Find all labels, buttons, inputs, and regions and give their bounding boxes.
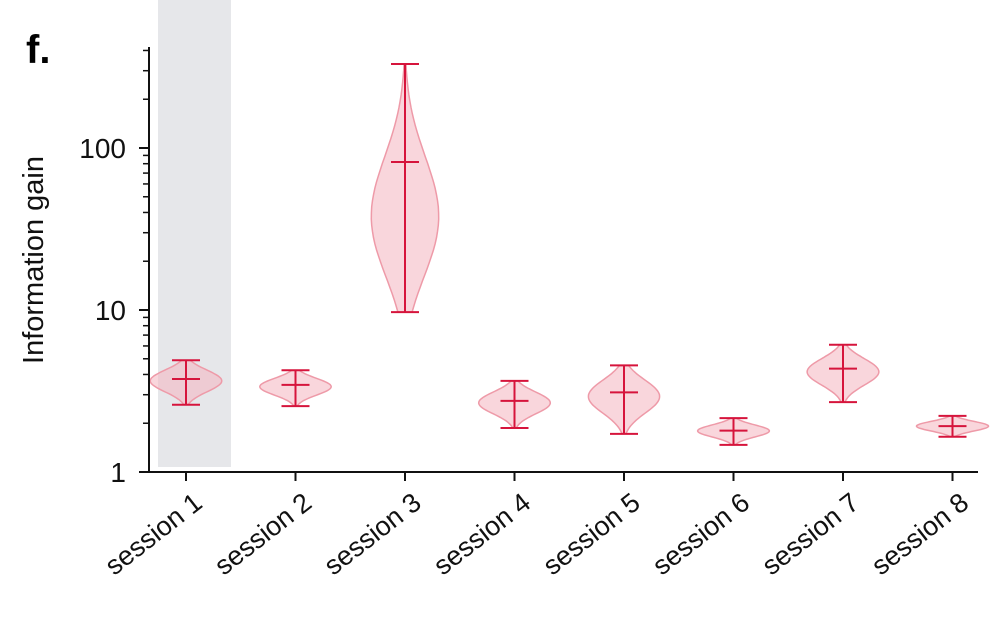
x-tick-label: session 1 xyxy=(99,487,207,581)
x-tick-label: session 6 xyxy=(647,487,755,581)
y-tick-label: 100 xyxy=(79,133,126,164)
x-tick-label: session 4 xyxy=(428,487,536,581)
x-tick-label: session 5 xyxy=(537,487,645,581)
y-axis-label: Information gain xyxy=(18,156,50,364)
y-tick-label: 10 xyxy=(95,295,126,326)
x-tick-label: session 2 xyxy=(209,487,317,581)
x-tick-label: session 8 xyxy=(866,487,974,581)
y-tick-label: 1 xyxy=(110,457,126,488)
panel-label: f. xyxy=(26,28,50,72)
y-axis: 1 10 100 xyxy=(79,47,150,488)
violins-group xyxy=(149,63,990,446)
x-axis: session 1 session 2 session 3 session 4 sess… xyxy=(99,471,978,581)
x-tick-label: session 7 xyxy=(756,487,864,581)
whiskers-group xyxy=(172,63,967,446)
x-tick-label: session 3 xyxy=(318,487,426,581)
